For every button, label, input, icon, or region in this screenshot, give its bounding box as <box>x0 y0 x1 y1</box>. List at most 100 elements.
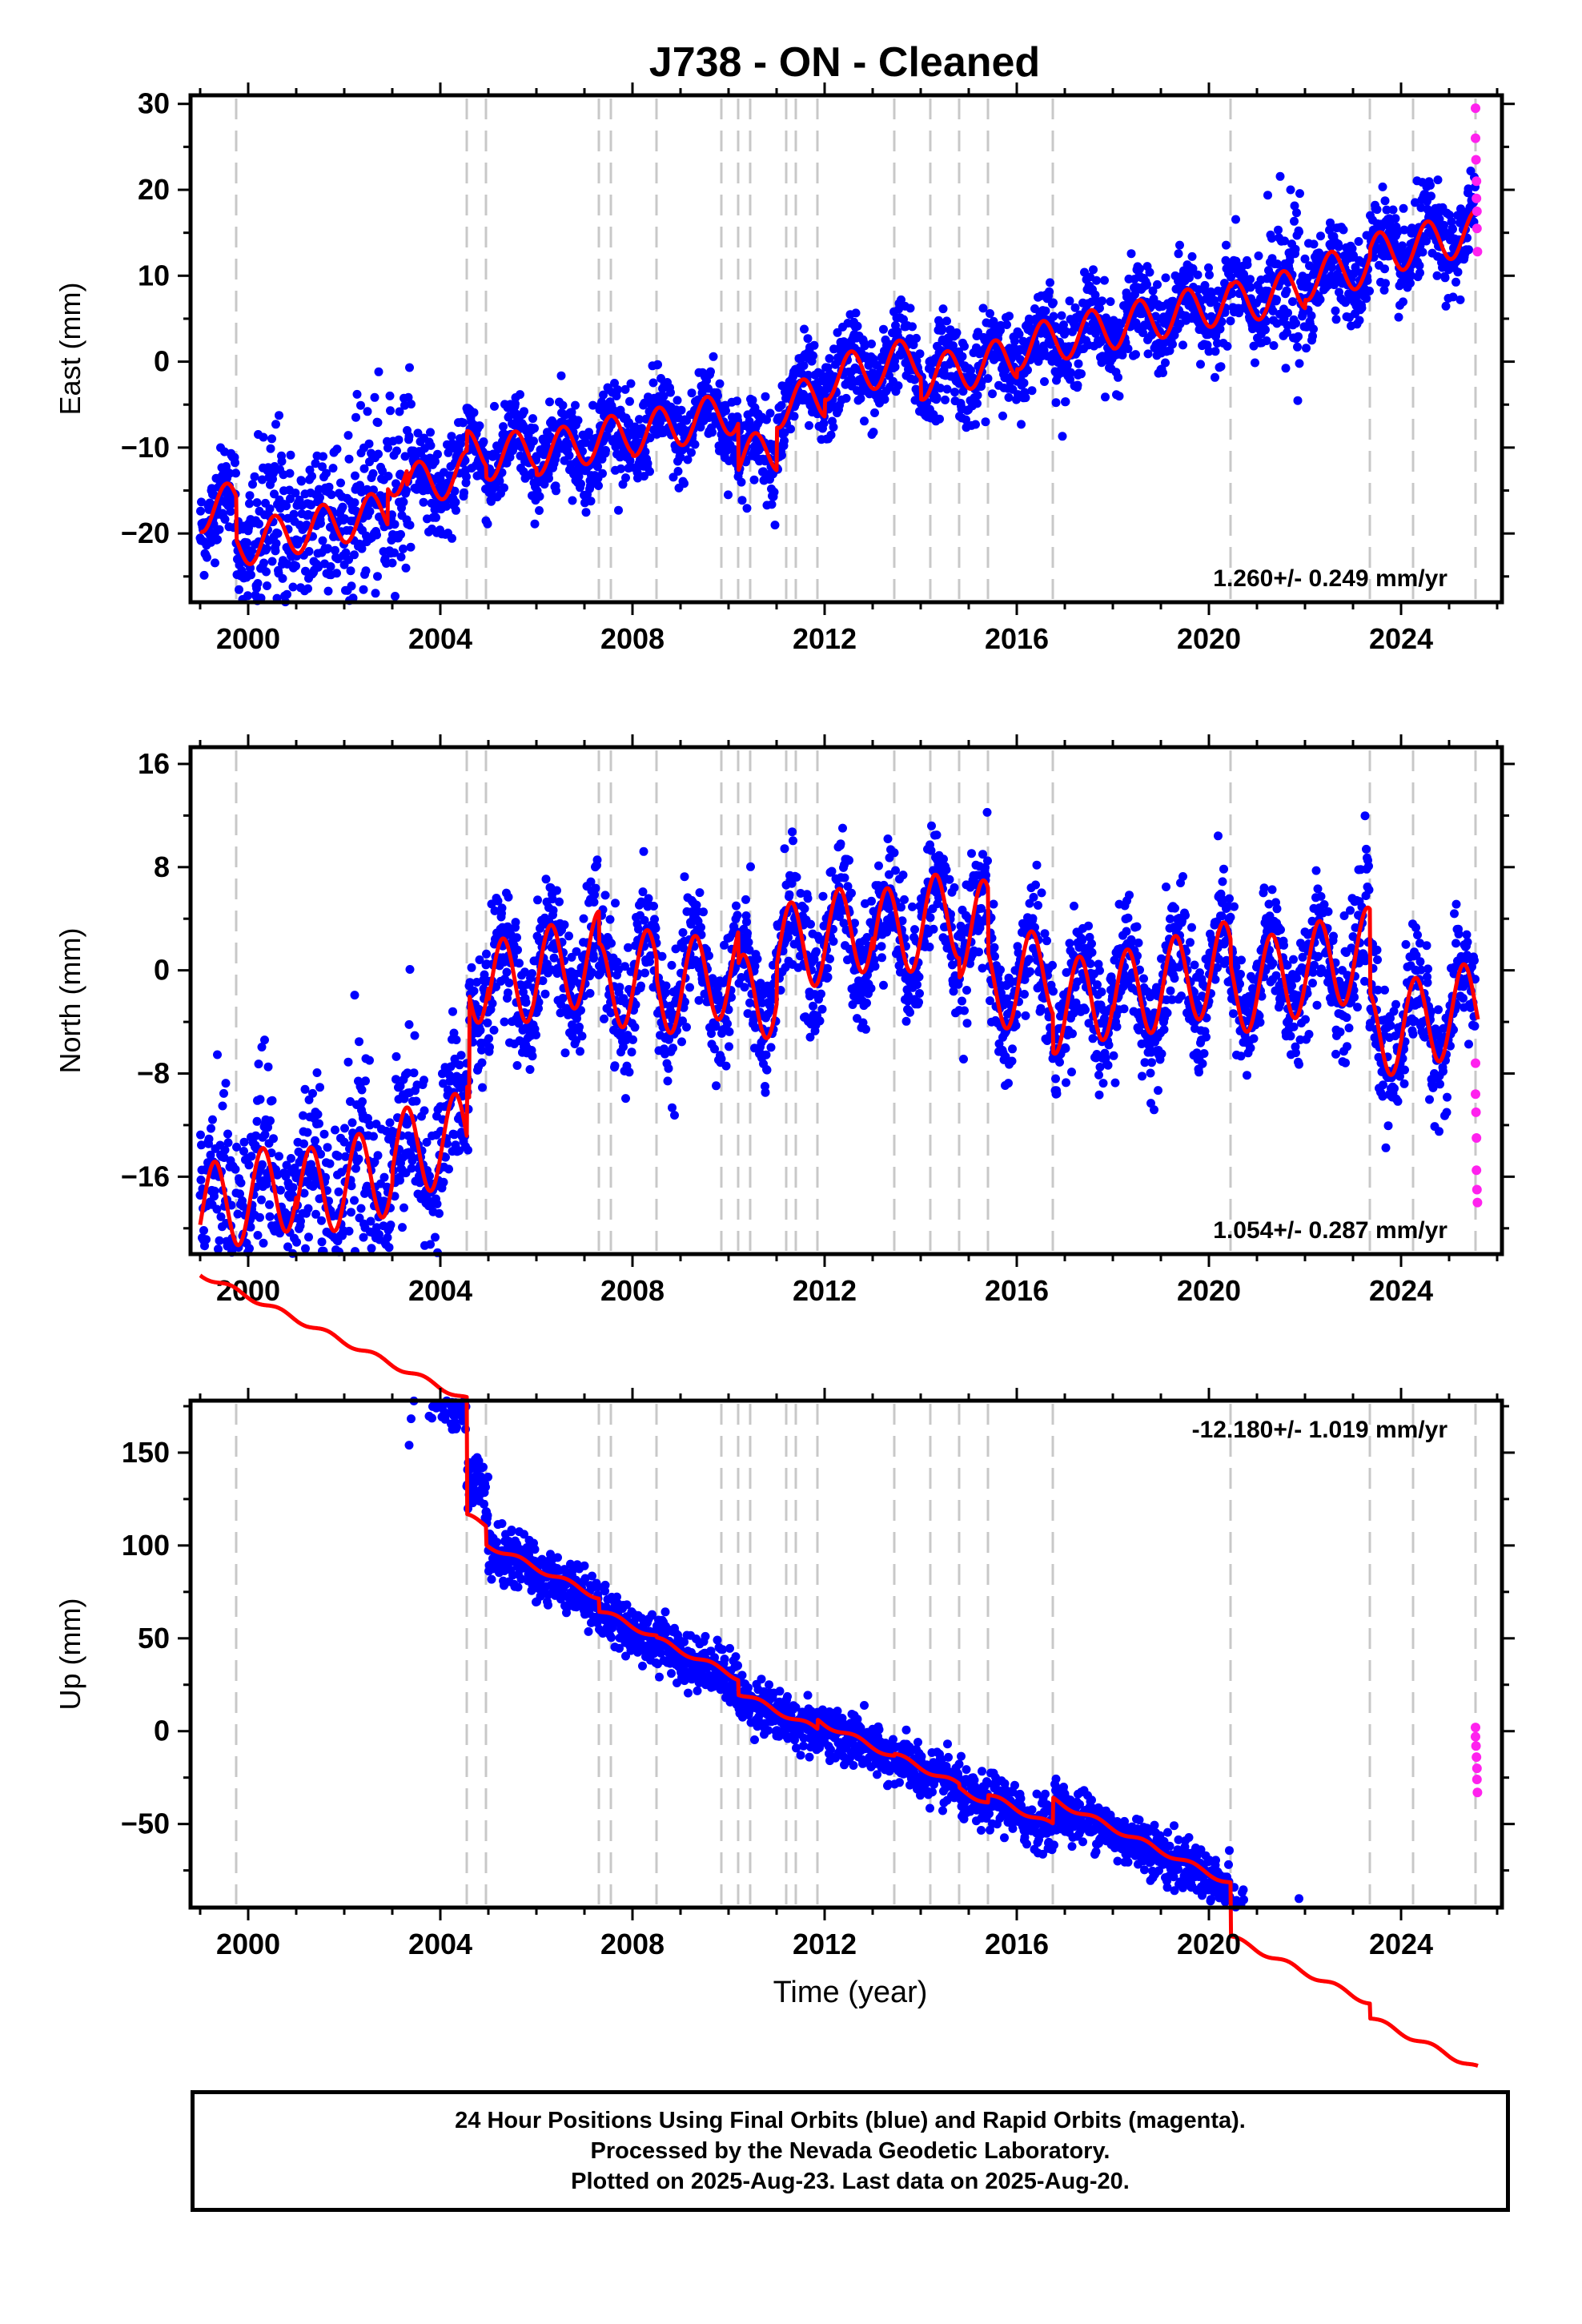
data-point <box>607 939 616 948</box>
data-point <box>706 367 715 376</box>
data-point <box>935 414 944 424</box>
y-tick-label: 30 <box>138 87 170 120</box>
data-point <box>826 430 836 440</box>
data-point <box>1262 336 1271 345</box>
data-point <box>861 1024 870 1034</box>
data-point <box>308 1088 317 1098</box>
data-point <box>323 1143 332 1152</box>
data-point <box>1331 306 1340 316</box>
data-point <box>1049 312 1058 321</box>
data-point <box>245 491 255 501</box>
data-point <box>621 473 630 483</box>
data-point <box>379 1172 389 1182</box>
data-point <box>1158 368 1167 377</box>
data-point <box>477 1058 487 1068</box>
data-point <box>528 414 537 424</box>
data-point <box>981 417 990 427</box>
data-point <box>346 566 355 576</box>
data-point <box>211 558 219 568</box>
data-point <box>952 328 962 337</box>
data-point <box>664 1063 673 1073</box>
data-point <box>715 379 725 388</box>
data-point <box>244 1160 254 1170</box>
data-point <box>497 468 507 477</box>
data-point <box>748 396 757 405</box>
data-point <box>867 896 876 906</box>
data-point <box>869 428 878 437</box>
data-point <box>1027 386 1037 396</box>
data-point <box>600 1014 608 1023</box>
data-point <box>870 408 879 417</box>
data-point <box>516 390 524 400</box>
data-point <box>817 989 825 999</box>
data-point <box>218 1101 227 1111</box>
data-point <box>573 416 583 425</box>
data-point <box>908 322 917 332</box>
data-point <box>614 505 623 515</box>
data-point <box>883 834 893 843</box>
data-point <box>313 1110 323 1119</box>
data-point <box>324 482 334 492</box>
data-point <box>525 1065 535 1074</box>
data-point <box>624 1068 634 1077</box>
data-point <box>973 399 982 408</box>
data-point <box>576 479 585 489</box>
data-point <box>1357 304 1367 313</box>
data-point <box>500 1017 509 1027</box>
data-point <box>663 1076 673 1086</box>
data-point <box>476 1026 485 1035</box>
data-point <box>512 1061 522 1070</box>
data-point <box>504 892 513 902</box>
data-point <box>535 506 544 515</box>
data-point <box>344 454 354 464</box>
data-point <box>405 363 414 372</box>
data-point <box>400 1203 408 1212</box>
data-point <box>464 1145 472 1155</box>
data-point <box>893 381 903 391</box>
data-point <box>823 972 833 982</box>
data-point <box>1222 240 1231 250</box>
data-point <box>1339 225 1348 235</box>
data-point <box>350 991 359 1000</box>
data-point <box>560 920 569 930</box>
data-point <box>307 472 316 481</box>
data-point <box>575 1022 584 1031</box>
data-point <box>724 490 733 500</box>
data-point <box>295 536 303 545</box>
data-point <box>1049 298 1058 308</box>
data-point <box>746 862 755 871</box>
data-point <box>341 548 351 557</box>
data-point <box>259 1238 268 1248</box>
data-point <box>742 504 752 513</box>
data-point <box>1057 311 1066 320</box>
data-point <box>560 1048 570 1058</box>
data-point <box>456 1051 466 1060</box>
data-point <box>1315 295 1325 304</box>
data-point <box>236 1178 246 1188</box>
data-point <box>733 396 741 406</box>
data-point <box>1216 362 1226 372</box>
data-point <box>369 1132 378 1141</box>
data-point <box>485 1043 494 1052</box>
data-point <box>504 978 514 987</box>
data-point <box>1205 270 1214 279</box>
data-point <box>1309 239 1319 249</box>
data-point <box>317 1216 326 1225</box>
data-point <box>286 450 295 460</box>
data-point <box>483 519 492 529</box>
data-point <box>405 521 415 530</box>
data-point <box>528 1051 537 1061</box>
data-point <box>266 444 275 453</box>
data-point <box>460 488 468 497</box>
data-point <box>785 890 794 899</box>
data-point <box>1282 286 1291 296</box>
data-point <box>383 443 392 452</box>
data-point <box>1334 242 1343 251</box>
data-point <box>392 446 401 456</box>
data-point <box>971 420 980 429</box>
data-point <box>601 445 610 455</box>
data-point <box>708 428 717 437</box>
data-point <box>384 1243 394 1252</box>
data-point <box>245 499 254 509</box>
data-point <box>533 895 542 905</box>
